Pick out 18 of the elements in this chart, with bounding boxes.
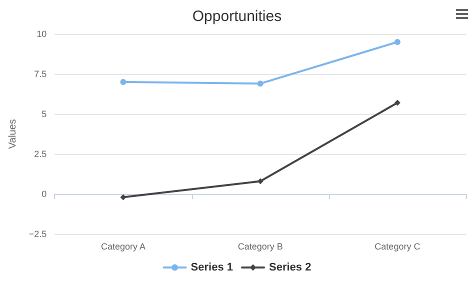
y-axis-title: Values <box>8 119 18 149</box>
y-tick-label: 10 <box>36 29 47 39</box>
chart-title: Opportunities <box>192 8 282 25</box>
y-tick-label: 0 <box>42 189 47 199</box>
point <box>394 100 400 106</box>
y-tick-label: 7.5 <box>34 69 47 79</box>
x-tick-label: Category B <box>238 242 283 252</box>
point <box>120 79 126 85</box>
y-tick-label: 5 <box>42 109 47 119</box>
x-tick-label: Category A <box>100 242 146 252</box>
legend-label: Series 1 <box>190 262 233 274</box>
x-tick-label: Category C <box>374 242 421 252</box>
point <box>120 194 126 200</box>
y-tick-label: 2.5 <box>34 149 47 159</box>
point <box>394 39 400 45</box>
y-tick-label: −2.5 <box>28 229 47 239</box>
legend-label: Series 2 <box>269 262 312 274</box>
point <box>257 80 264 87</box>
